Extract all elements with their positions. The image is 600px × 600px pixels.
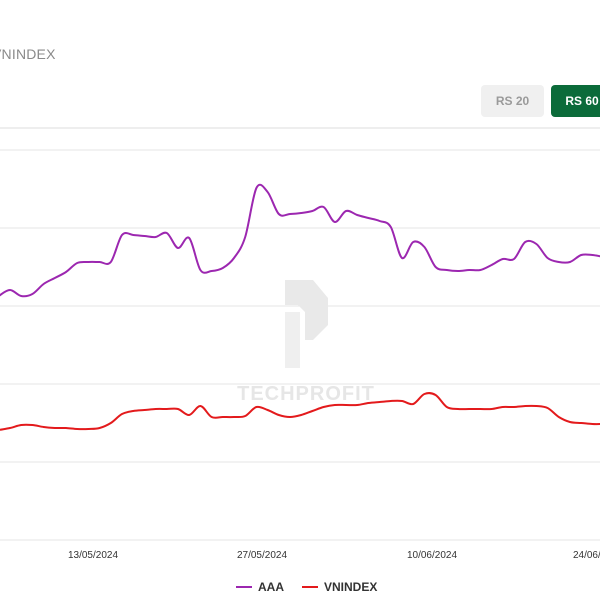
legend: AAA VNINDEX [236, 580, 377, 594]
watermark-logo: TECHPROFIT [237, 280, 375, 405]
watermark-text: TECHPROFIT [237, 383, 375, 405]
x-tick-label: 13/05/2024 [68, 550, 118, 561]
x-tick-label: 24/06/2024 [573, 550, 600, 561]
series-line-vnindex [0, 392, 600, 431]
legend-label-vnindex[interactable]: VNINDEX [324, 580, 377, 594]
x-axis-ticks: 13/05/2024 27/05/2024 10/06/2024 24/06/2024 [68, 550, 600, 561]
rs20-button[interactable]: RS 20 [481, 85, 544, 117]
x-tick-label: 10/06/2024 [407, 550, 457, 561]
series-line-aaa [0, 183, 600, 298]
chart-title: VNINDEX [0, 46, 56, 62]
series-group [0, 183, 600, 431]
x-tick-label: 27/05/2024 [237, 550, 287, 561]
rs60-button[interactable]: RS 60 [551, 85, 600, 117]
grid-lines [0, 127, 600, 541]
legend-label-aaa[interactable]: AAA [258, 580, 284, 594]
